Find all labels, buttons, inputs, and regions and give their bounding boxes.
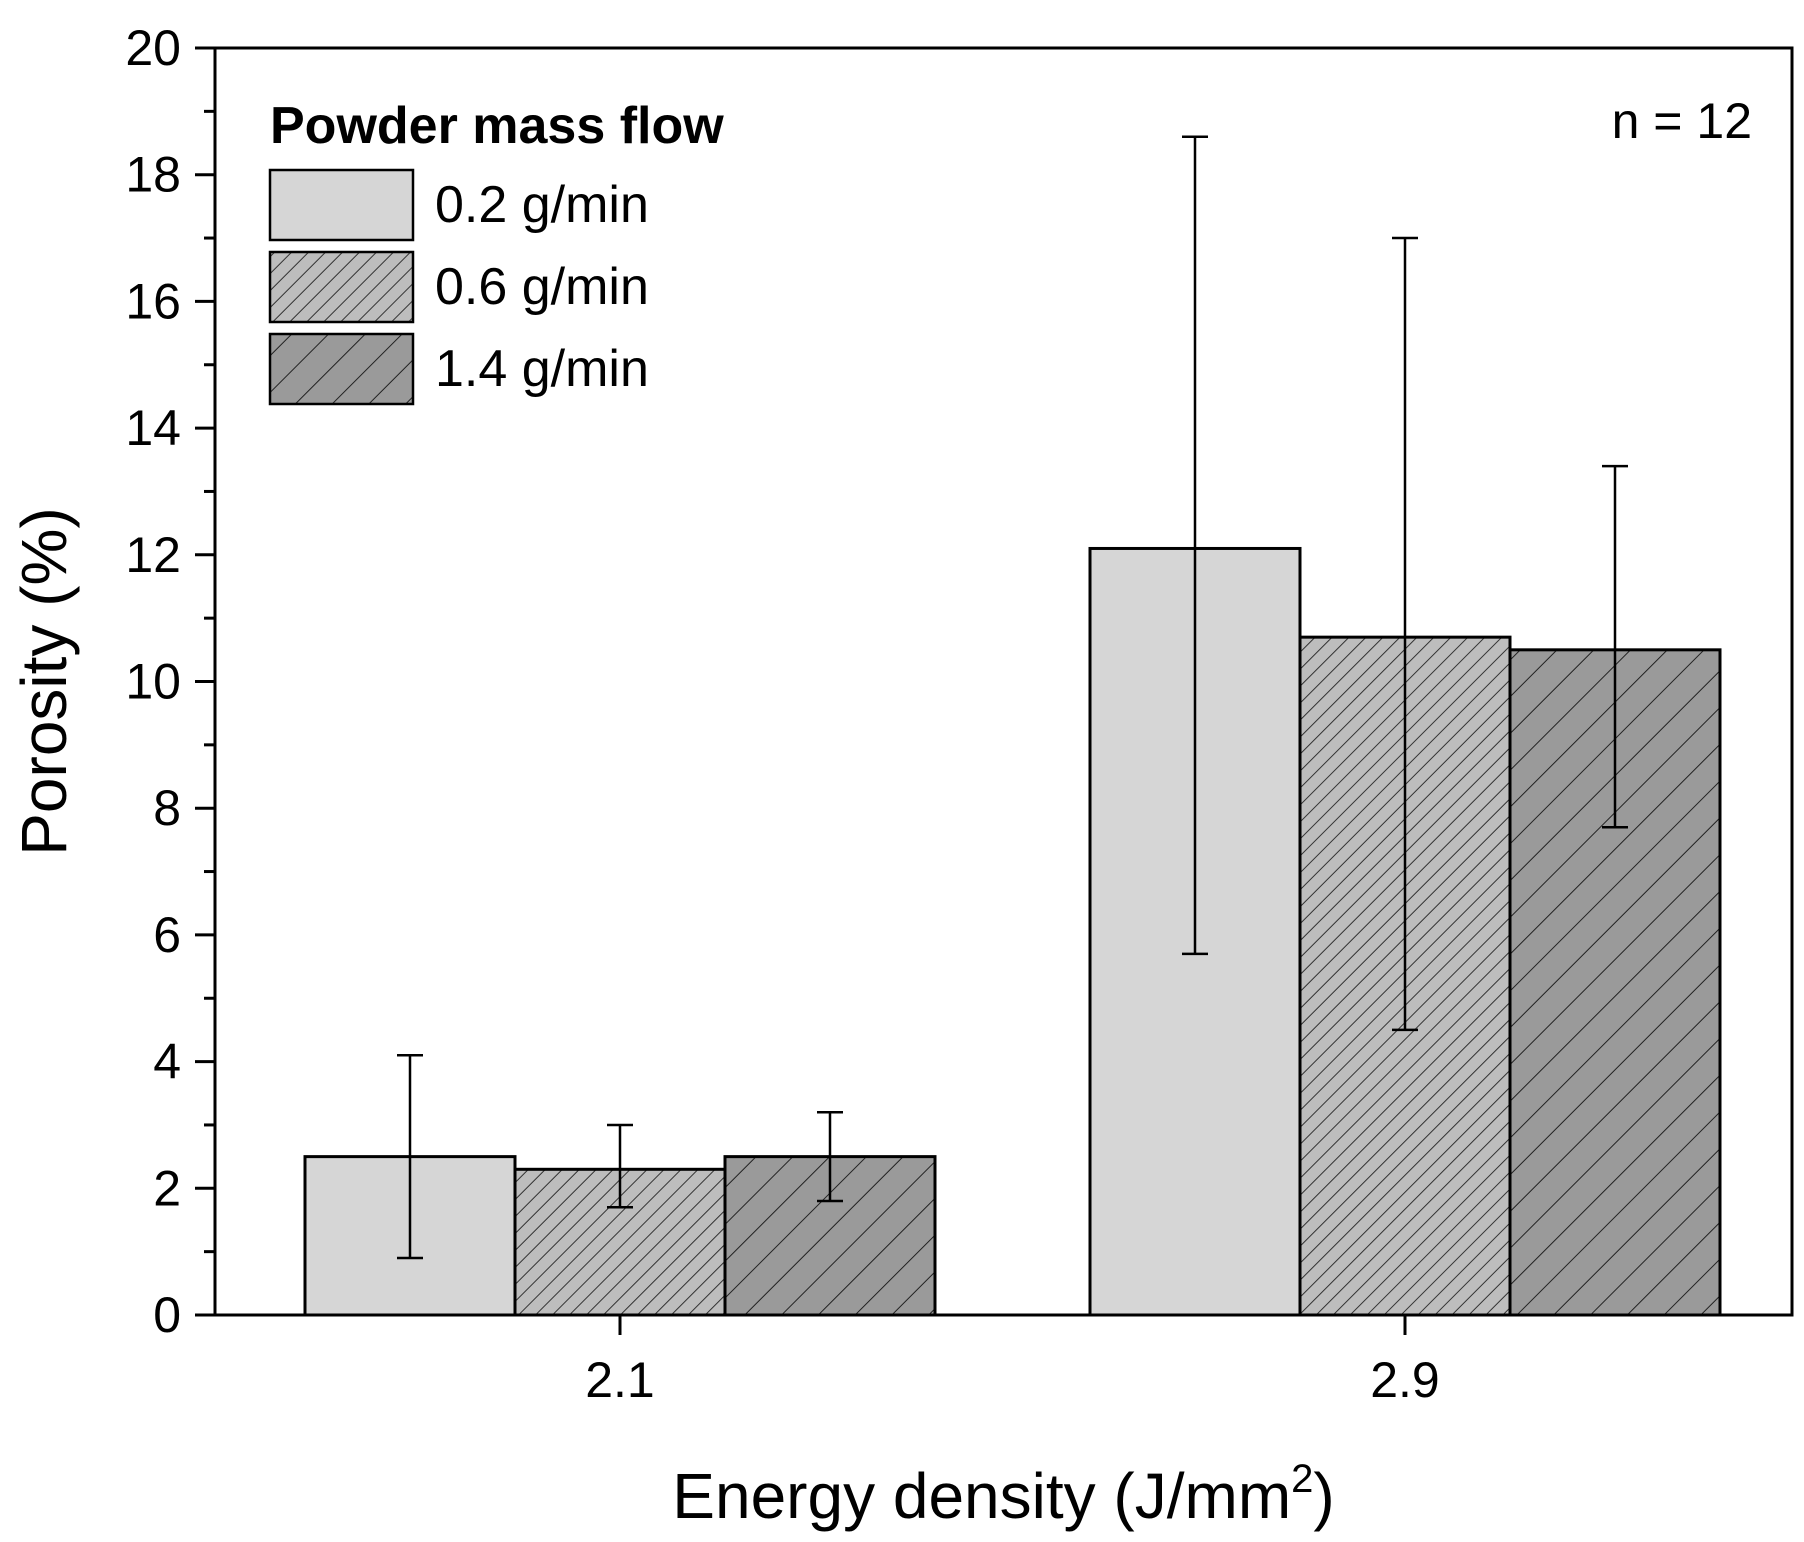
y-tick-label: 16 [125, 273, 181, 329]
error-bars-layer [397, 135, 1628, 1260]
error-bar-0-6-g-min-2.9 [1392, 236, 1418, 1032]
y-tick-label: 4 [153, 1034, 181, 1090]
y-axis: 0 2 4 6 8 10 12 14 16 18 20 [125, 20, 215, 1343]
y-tick-label: 0 [153, 1287, 181, 1343]
x-tick-label: 2.1 [585, 1352, 655, 1408]
legend-title: Powder mass flow [270, 97, 724, 155]
y-tick-label: 14 [125, 400, 181, 456]
error-bar-1-4-g-min-2.9 [1602, 464, 1628, 829]
legend-label: 0.2 g/min [435, 176, 649, 234]
y-tick-label: 10 [125, 654, 181, 710]
y-tick-label: 6 [153, 907, 181, 963]
legend-swatch-0-6-g-min [268, 250, 415, 324]
legend: Powder mass flow 0.2 g/min 0.6 g/min 1.4 g… [268, 97, 724, 406]
error-bar-1-4-g-min-2.1 [817, 1111, 843, 1203]
error-bar-0-2-g-min-2.1 [397, 1054, 423, 1260]
x-tick-label: 2.9 [1370, 1352, 1440, 1408]
legend-label: 0.6 g/min [435, 258, 649, 316]
y-tick-label: 2 [153, 1160, 181, 1216]
error-bar-0-6-g-min-2.1 [607, 1123, 633, 1209]
error-bar-0-2-g-min-2.9 [1182, 135, 1208, 956]
x-axis: 2.1 2.9 [585, 1315, 1440, 1408]
legend-label: 1.4 g/min [435, 340, 649, 398]
y-tick-label: 8 [153, 780, 181, 836]
x-axis-title: Energy density (J/mm2) [672, 1457, 1334, 1532]
sample-size-annotation: n = 12 [1612, 93, 1752, 149]
legend-swatch-0-2-g-min [268, 168, 415, 242]
y-tick-label: 18 [125, 147, 181, 203]
legend-swatch-1-4-g-min [268, 332, 415, 406]
bars-layer [303, 546, 1722, 1317]
y-axis-title: Porosity (%) [8, 507, 80, 856]
y-tick-label: 20 [125, 20, 181, 76]
y-tick-label: 12 [125, 527, 181, 583]
